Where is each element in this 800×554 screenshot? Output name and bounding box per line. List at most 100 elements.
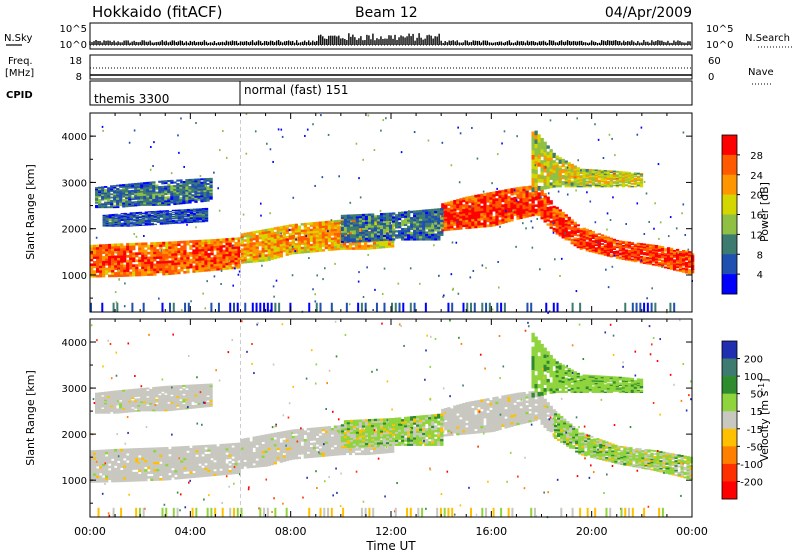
heatmap-speckle: [533, 195, 536, 198]
heatmap-cell: [279, 230, 283, 234]
heatmap-cell: [141, 215, 145, 217]
heatmap-cell: [657, 250, 662, 252]
heatmap-cell: [407, 221, 411, 224]
heatmap-cell: [410, 227, 414, 231]
heatmap-cell: [363, 244, 368, 248]
heatmap-cell: [225, 256, 229, 259]
heatmap-cell: [318, 249, 323, 252]
heatmap-cell: [543, 205, 547, 208]
heatmap-cell: [174, 250, 178, 254]
heatmap-cell: [134, 186, 138, 189]
heatmap-cell: [288, 252, 292, 255]
heatmap-cell: [639, 183, 644, 185]
heatmap-cell: [200, 195, 204, 198]
heatmap-cell: [146, 203, 150, 206]
heatmap-cell: [510, 204, 514, 208]
heatmap-cell: [182, 184, 186, 187]
heatmap-cell: [153, 256, 157, 260]
heatmap-cell: [165, 263, 169, 266]
heatmap-near-range-cell: [447, 302, 450, 312]
heatmap-cell: [225, 264, 229, 268]
heatmap-cell: [510, 206, 514, 210]
heatmap-cell: [159, 246, 163, 250]
heatmap-cell: [648, 257, 653, 260]
heatmap-cell: [513, 199, 517, 202]
heatmap-cell: [123, 225, 127, 227]
heatmap-cell: [636, 177, 641, 180]
heatmap-cell: [504, 220, 508, 224]
heatmap-near-range-cell: [466, 302, 469, 312]
heatmap-cell: [684, 271, 689, 274]
heatmap-cell: [213, 245, 217, 249]
heatmap-cell: [150, 213, 155, 215]
heatmap-cell: [249, 236, 253, 239]
heatmap-cell: [585, 180, 589, 183]
heatmap-cell: [582, 181, 586, 184]
heatmap-cell: [216, 263, 220, 267]
heatmap-cell: [591, 237, 595, 240]
heatmap-cell: [156, 220, 161, 222]
heatmap-speckle: [367, 253, 369, 256]
heatmap-cell: [216, 254, 220, 258]
heatmap-cell: [388, 238, 393, 241]
heatmap-speckle: [291, 274, 294, 277]
heatmap-near-range-cell: [131, 302, 134, 312]
heatmap-cell: [431, 233, 435, 237]
heatmap-cell: [258, 259, 262, 263]
heatmap-cell: [197, 181, 201, 184]
heatmap-cell: [90, 251, 94, 255]
heatmap-cell: [612, 172, 617, 175]
heatmap-cell: [102, 224, 106, 226]
heatmap-cell: [654, 252, 659, 255]
heatmap-cell: [624, 241, 629, 243]
heatmap-cell: [573, 226, 577, 230]
heatmap-cell: [531, 173, 535, 179]
heatmap-cell: [379, 232, 384, 236]
heatmap-cell: [645, 261, 650, 263]
heatmap-cell: [300, 223, 305, 226]
heatmap-cell: [213, 259, 217, 262]
heatmap-cell: [639, 178, 644, 180]
heatmap-cell: [168, 248, 172, 252]
heatmap-cell: [116, 202, 120, 205]
heatmap-cell: [132, 242, 136, 246]
heatmap-cell: [552, 182, 556, 186]
heatmap-cell: [440, 210, 444, 213]
heatmap-cell: [207, 268, 211, 272]
heatmap-cell: [525, 186, 529, 189]
heatmap-cell: [129, 213, 133, 215]
heatmap-cell: [591, 174, 595, 176]
heatmap-cell: [468, 214, 472, 218]
heatmap-cell: [453, 208, 457, 211]
heatmap-cell: [126, 214, 130, 216]
heatmap-cell: [198, 221, 203, 223]
heatmap-cell: [114, 262, 118, 266]
heatmap-cell: [140, 190, 144, 193]
heatmap-cell: [276, 251, 280, 254]
heatmap-cell: [555, 214, 559, 217]
heatmap-speckle: [544, 166, 547, 169]
heatmap-cell: [425, 211, 429, 215]
heatmap-cell: [198, 262, 202, 266]
heatmap-cell: [105, 214, 109, 216]
heatmap-cell: [570, 233, 574, 236]
heatmap-cell: [501, 213, 505, 217]
heatmap-cell: [681, 264, 686, 267]
heatmap-cell: [459, 198, 463, 201]
heatmap-cell: [198, 248, 202, 252]
heatmap-cell: [630, 259, 635, 262]
heatmap-speckle: [272, 160, 274, 163]
heatmap-speckle: [491, 182, 493, 185]
heatmap-cell: [576, 174, 580, 176]
heatmap-cell: [152, 186, 156, 189]
heatmap-cell: [198, 209, 203, 211]
heatmap-cell: [504, 196, 508, 200]
heatmap-cell: [419, 220, 423, 224]
heatmap-cell: [111, 255, 115, 259]
heatmap-cell: [651, 244, 656, 247]
heatmap-cell: [540, 145, 544, 150]
heatmap-cell: [261, 254, 265, 258]
heatmap-cell: [183, 222, 188, 224]
heatmap-cell: [111, 225, 115, 227]
heatmap-cell: [213, 257, 217, 260]
